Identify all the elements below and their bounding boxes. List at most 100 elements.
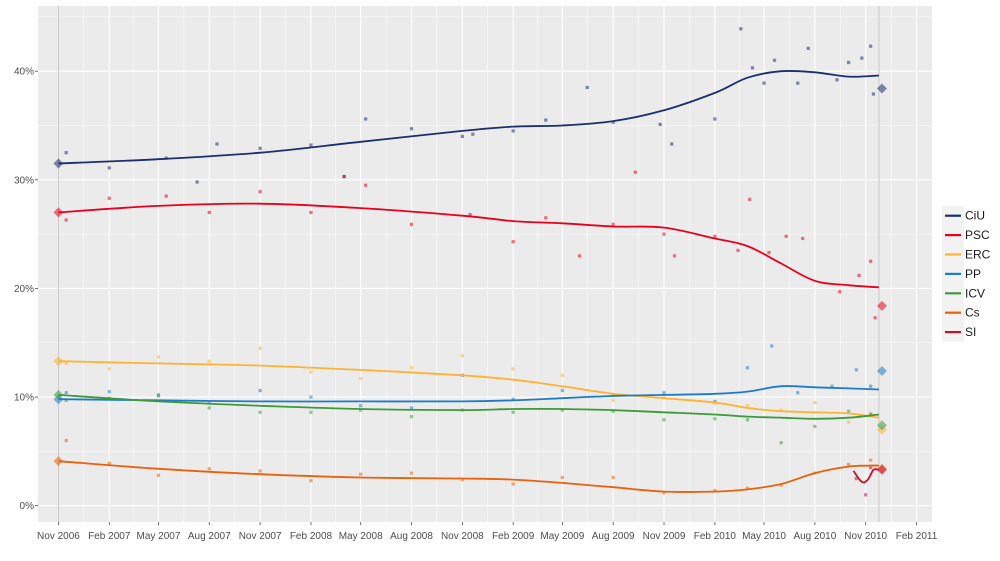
cs-poll-point — [662, 491, 666, 495]
cs-poll-point — [869, 458, 873, 462]
result-markers — [53, 83, 887, 475]
icv-poll-point — [309, 410, 313, 414]
x-tick-label: Nov 2007 — [239, 531, 282, 542]
erc-poll-point — [662, 394, 666, 398]
pp-poll-point — [207, 400, 211, 405]
x-tick-label: Aug 2007 — [188, 531, 231, 542]
pp-poll-point — [830, 384, 834, 388]
icv-poll-point — [869, 412, 873, 417]
legend-label-psc: PSC — [965, 228, 990, 242]
psc-poll-point — [207, 210, 211, 214]
x-tick-label: Nov 2009 — [643, 531, 686, 542]
pp-result-marker — [876, 366, 887, 377]
icv-trend-line — [58, 394, 880, 420]
psc-poll-point — [258, 190, 262, 194]
ciu-poll-point — [750, 66, 755, 70]
psc-poll-point — [342, 174, 346, 179]
pp-poll-point — [745, 366, 750, 370]
erc-poll-point — [846, 420, 851, 424]
pp-poll-point — [869, 384, 873, 388]
ciu-poll-point — [195, 180, 199, 184]
erc-poll-point — [359, 377, 363, 381]
poll-points — [64, 27, 877, 497]
y-tick-label: 40% — [14, 67, 34, 78]
erc-poll-point — [107, 367, 111, 371]
icv-poll-point — [359, 408, 363, 412]
pp-poll-point — [359, 404, 363, 408]
ciu-poll-point — [762, 81, 766, 85]
ciu-poll-point — [64, 151, 68, 155]
erc-start-marker — [53, 356, 64, 367]
psc-poll-point — [672, 254, 677, 258]
x-tick-label: May 2010 — [742, 531, 786, 542]
icv-result-marker — [876, 420, 887, 431]
cs-poll-point — [611, 475, 615, 480]
x-tick-label: Feb 2011 — [896, 531, 938, 542]
legend: CiU PSC ERC PP ICV Cs SI — [942, 206, 991, 342]
cs-poll-point — [359, 472, 363, 476]
icv-poll-point — [611, 409, 615, 413]
ciu-result-marker — [876, 83, 887, 94]
pp-poll-point — [796, 391, 800, 395]
x-tick-label: Feb 2008 — [290, 531, 333, 542]
cs-poll-point — [713, 488, 717, 493]
y-tick-label: 10% — [14, 393, 34, 404]
ciu-poll-point — [806, 46, 810, 50]
psc-poll-point — [611, 222, 615, 226]
cs-poll-point — [107, 461, 111, 465]
erc-poll-point — [511, 367, 515, 371]
psc-poll-point — [107, 196, 111, 200]
x-tick-label: May 2007 — [136, 531, 180, 542]
psc-poll-point — [748, 197, 752, 201]
icv-start-marker — [53, 389, 64, 400]
psc-poll-point — [409, 222, 414, 226]
cs-poll-point — [64, 438, 68, 443]
cs-poll-point — [460, 478, 464, 482]
ciu-poll-point — [364, 117, 368, 121]
pp-poll-point — [713, 399, 717, 404]
ciu-poll-point — [258, 146, 262, 150]
psc-poll-point — [511, 240, 515, 244]
icv-poll-point — [156, 394, 161, 398]
ciu-poll-point — [511, 129, 515, 133]
cs-poll-point — [409, 471, 414, 475]
cs-trend-line — [58, 460, 880, 493]
psc-poll-point — [713, 234, 717, 238]
cs-start-marker — [53, 456, 64, 467]
reference-lines — [57, 6, 880, 522]
icv-poll-point — [813, 424, 817, 429]
ciu-poll-point — [739, 27, 743, 31]
cs-poll-point — [511, 482, 515, 486]
x-tick-label: Aug 2010 — [793, 531, 836, 542]
pp-poll-point — [770, 344, 774, 348]
psc-poll-point — [784, 234, 788, 238]
pp-poll-point — [560, 388, 564, 393]
ciu-poll-point — [772, 58, 777, 62]
icv-poll-point — [713, 417, 717, 421]
ciu-poll-point — [835, 78, 839, 82]
pp-trend-line — [58, 385, 880, 403]
x-tick-label: Feb 2007 — [88, 531, 131, 542]
icv-poll-point — [258, 410, 262, 414]
legend-label-icv: ICV — [965, 286, 985, 300]
y-tick-label: 20% — [14, 284, 34, 295]
psc-start-marker — [53, 207, 64, 218]
pp-poll-point — [64, 391, 68, 395]
si-poll-point — [864, 493, 868, 497]
erc-poll-point — [409, 366, 414, 370]
x-tick-label: May 2009 — [540, 531, 584, 542]
erc-trend-line — [58, 360, 880, 419]
legend-label-ciu: CiU — [965, 209, 985, 223]
psc-poll-point — [577, 254, 582, 258]
x-tick-label: Feb 2010 — [694, 531, 737, 542]
pp-poll-point — [611, 393, 615, 397]
erc-poll-point — [309, 370, 313, 374]
psc-poll-point — [801, 236, 805, 241]
x-tick-label: Nov 2010 — [844, 531, 887, 542]
icv-poll-point — [511, 410, 515, 414]
x-tick-label: Nov 2006 — [37, 531, 80, 542]
pp-poll-point — [409, 406, 414, 410]
pp-poll-point — [258, 388, 262, 393]
trend-lines — [58, 69, 880, 493]
